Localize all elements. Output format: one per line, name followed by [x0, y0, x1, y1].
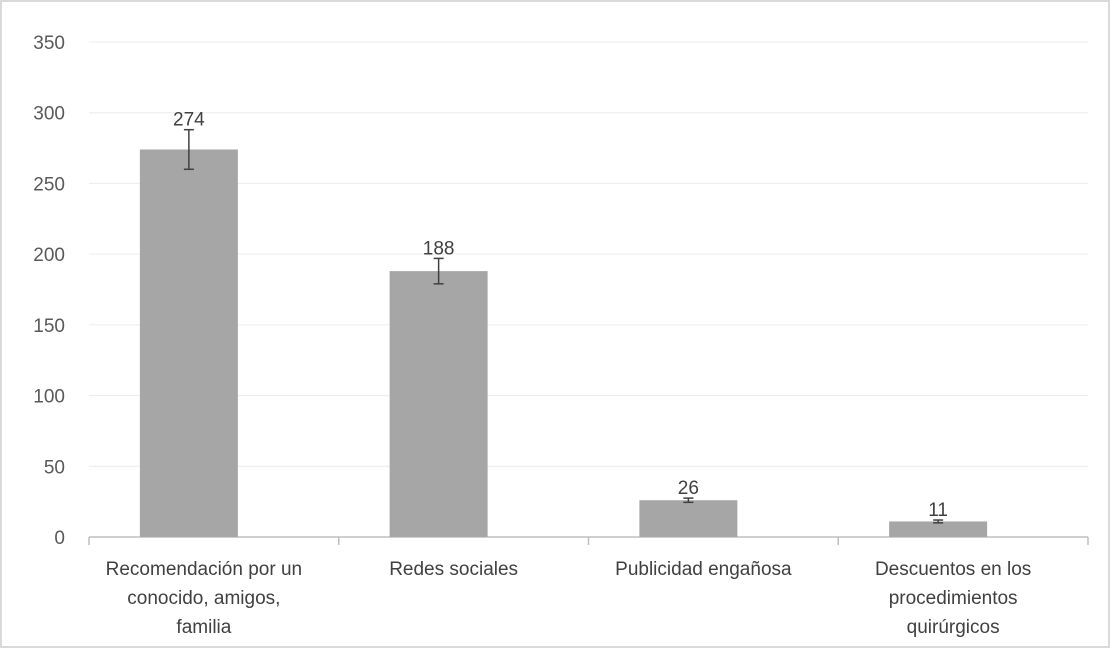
bars [139, 149, 988, 537]
data-label: 274 [173, 110, 205, 131]
x-category-label: familia [176, 617, 231, 638]
x-category-label: Recomendación por un [106, 559, 302, 580]
error-bars [183, 128, 944, 524]
data-label: 11 [928, 500, 948, 521]
y-tick-label: 100 [33, 387, 65, 408]
x-category-label: Redes sociales [389, 559, 518, 580]
gridlines [89, 41, 1088, 467]
y-tick-label: 200 [33, 245, 65, 266]
x-category-label: procedimientos [889, 588, 1018, 609]
axes [88, 536, 1089, 545]
x-category-label: Publicidad engañosa [615, 559, 792, 580]
x-category-label: Descuentos en los [875, 559, 1031, 580]
bar [389, 271, 488, 537]
data-labels: 274 188 26 11 [173, 110, 948, 521]
bar [139, 149, 238, 537]
bar [639, 500, 738, 537]
data-label: 26 [678, 478, 699, 499]
y-tick-label: 0 [54, 528, 65, 549]
y-tick-label: 300 [33, 104, 65, 125]
x-category-label: conocido, amigos, [127, 588, 280, 609]
x-category-labels: Recomendación por un conocido, amigos, fam… [106, 559, 1032, 638]
y-tick-label: 50 [44, 457, 65, 478]
x-category-label: quirúrgicos [907, 617, 1000, 638]
y-tick-labels: 0 50 100 150 200 250 300 350 [33, 33, 65, 549]
y-tick-label: 250 [33, 174, 65, 195]
y-tick-label: 350 [33, 33, 65, 54]
bar [889, 521, 988, 537]
y-tick-label: 150 [33, 316, 65, 337]
data-label: 188 [423, 238, 455, 259]
